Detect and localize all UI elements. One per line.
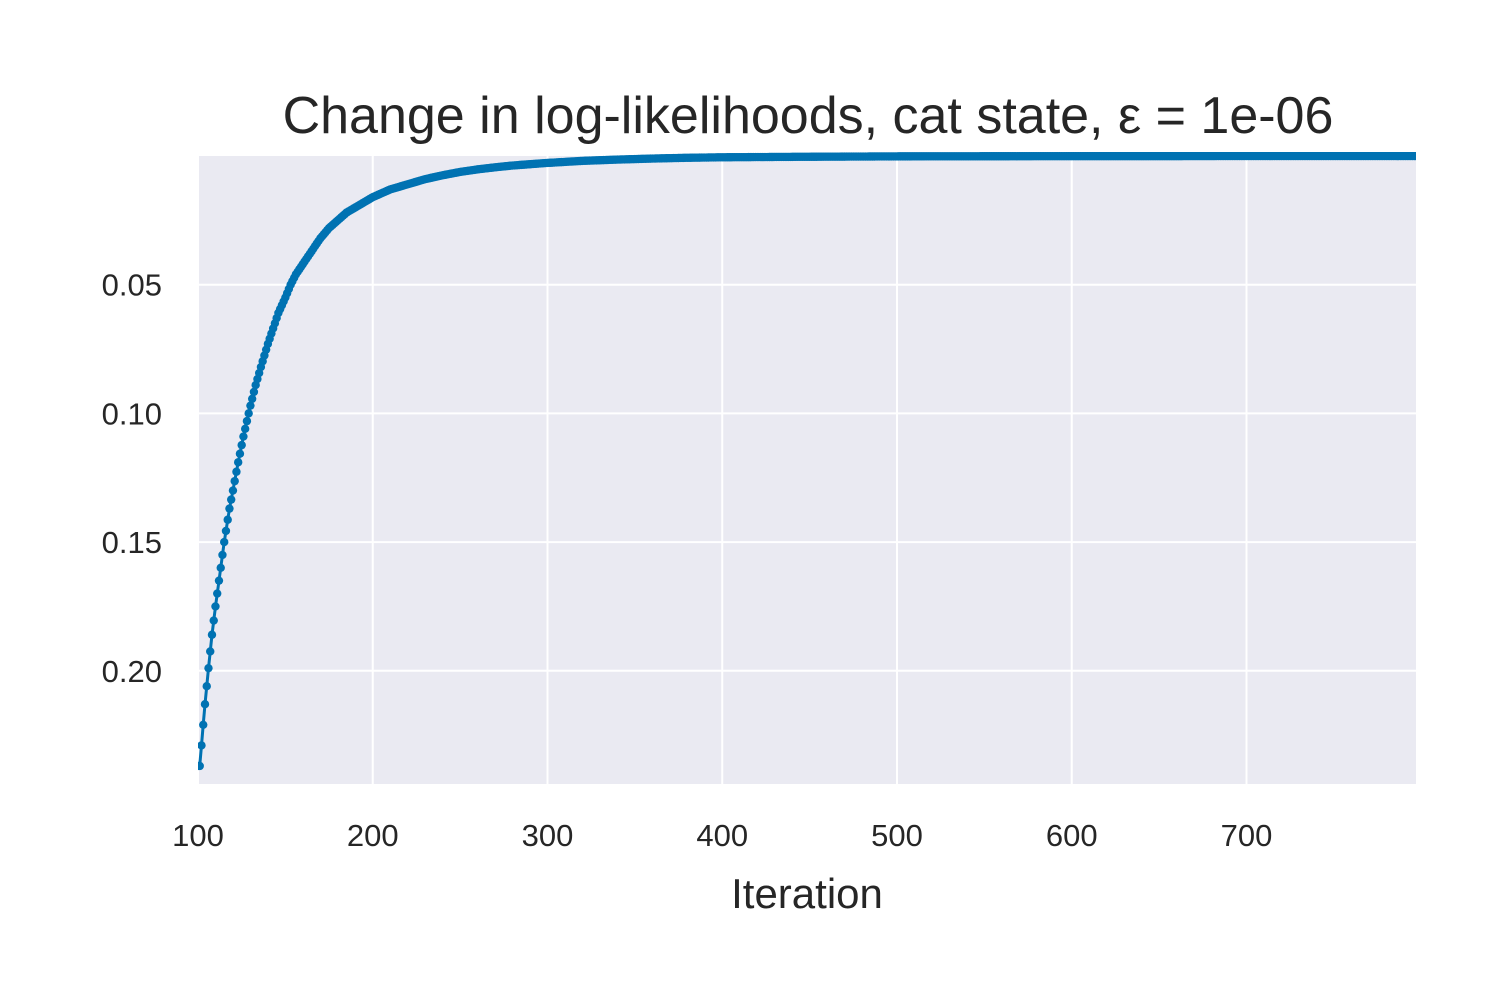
data-point xyxy=(200,700,210,709)
data-point xyxy=(204,663,213,673)
data-point xyxy=(216,563,225,572)
grid-lines xyxy=(197,156,1416,784)
series-markers xyxy=(198,152,1416,771)
x-tick-label: 400 xyxy=(696,818,748,853)
data-point xyxy=(232,467,241,476)
data-point xyxy=(230,476,239,486)
data-point xyxy=(202,682,211,691)
data-point xyxy=(221,526,231,536)
chart-title: Change in log-likelihoods, cat state, ε … xyxy=(283,87,1334,145)
data-point xyxy=(249,387,259,397)
data-point xyxy=(246,401,255,410)
data-point xyxy=(240,424,250,434)
data-point xyxy=(207,630,217,639)
y-tick-label: 0.15 xyxy=(102,525,162,560)
data-point xyxy=(214,576,224,585)
data-point xyxy=(206,647,215,656)
data-point xyxy=(235,449,245,458)
y-tick-label: 0.05 xyxy=(102,268,162,303)
data-point xyxy=(198,741,206,750)
data-point xyxy=(227,495,236,504)
data-point xyxy=(223,515,232,524)
y-tick-label: 0.20 xyxy=(102,654,162,689)
data-point xyxy=(242,416,252,426)
data-point xyxy=(211,602,220,611)
x-tick-label: 100 xyxy=(172,818,224,853)
data-point xyxy=(1411,152,1416,161)
x-tick-label: 200 xyxy=(347,818,399,853)
data-point xyxy=(233,458,243,467)
data-point xyxy=(239,432,248,441)
y-tick-label: 0.10 xyxy=(102,396,162,431)
tick-labels: 100 200 300 400 500 600 700 0.05 0.10 0.15 0.20 xyxy=(102,268,1273,853)
data-point xyxy=(244,409,253,418)
data-point xyxy=(220,537,229,547)
data-point xyxy=(237,440,246,450)
data-point xyxy=(228,486,238,495)
x-tick-label: 700 xyxy=(1221,818,1273,853)
plot-area xyxy=(198,156,1416,784)
data-point xyxy=(247,394,257,403)
data-point xyxy=(198,761,204,771)
data-point xyxy=(225,504,234,513)
x-tick-label: 300 xyxy=(522,818,574,853)
x-axis-label: Iteration xyxy=(731,870,883,917)
data-point xyxy=(209,616,218,625)
data-point xyxy=(218,550,227,560)
data-point xyxy=(213,589,222,598)
x-tick-label: 600 xyxy=(1046,818,1098,853)
data-point xyxy=(199,720,208,729)
x-tick-label: 500 xyxy=(871,818,923,853)
